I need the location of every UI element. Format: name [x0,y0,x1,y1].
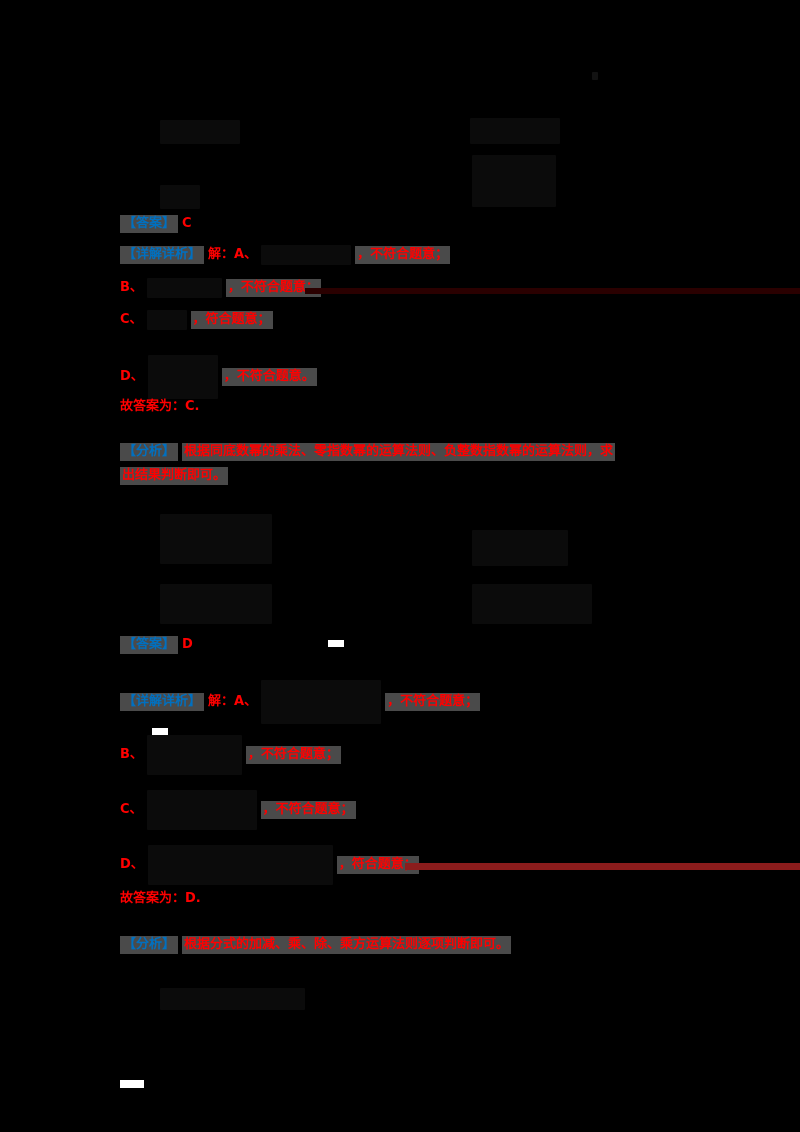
formula [146,310,187,330]
q3-answer-line: 【答案】 C [120,215,192,233]
solution-suffix: ，不符合题意； [260,801,356,819]
q4-solution-d: D、 ，符合题意； [120,845,419,885]
solution-suffix: ，不符合题意； [245,746,341,764]
q4-option-b-math [472,530,568,566]
solution-prefix: D、 [120,857,144,872]
white-mark [328,640,344,647]
q3-solution-b: B、 ，不符合题意； [120,278,321,298]
q3-solution-d: D、 ，不符合题意。 [120,355,317,399]
q3-conclusion: 故答案为：C. [120,399,200,414]
q3-solution-a: 【详解详析】 解：A、 ，不符合题意； [120,245,451,265]
formula [147,355,218,399]
q3-analysis: 【分析】 根据同底数幂的乘法、零指数幂的运算法则、负整数指数幂的运算法则，求 出… [120,443,680,485]
solution-suffix: ，符合题意； [190,311,273,329]
formula [261,245,352,265]
q4-option-d-math [472,584,592,624]
formula [261,680,382,724]
formula [146,790,257,830]
solution-suffix: ，不符合题意。 [221,368,317,386]
solution-prefix: D、 [120,369,144,384]
white-mark [152,728,168,735]
q3-option-c-math [160,185,200,209]
solution-suffix: ，不符合题意； [225,279,321,297]
analysis-label: 【分析】 [120,936,179,954]
answer-value: C [182,216,192,231]
footer-mark [120,1080,144,1088]
divider [405,863,800,870]
solution-prefix: 解：A、 [208,247,258,262]
q4-solution-c: C、 ，不符合题意； [120,790,356,830]
q4-solution-b: B、 ，不符合题意； [120,735,341,775]
q3-solution-c: C、 ，符合题意； [120,310,273,330]
formula [146,278,222,298]
analysis-text: 根据分式的加减、乘、除、乘方运算法则逐项判断即可。 [182,936,512,954]
q4-option-a-math [160,514,272,564]
solution-prefix: C、 [120,802,143,817]
next-question-math [160,988,305,1010]
formula [147,845,333,885]
q3-option-b-math [470,118,560,144]
answer-value: D [182,637,193,652]
solution-suffix: ，符合题意； [336,856,419,874]
solution-label: 【详解详析】 [120,246,205,264]
analysis-text-cont: 出结果判断即可。 [120,467,229,485]
q3-option-a-math [160,120,240,144]
q4-answer-line: 【答案】 D [120,636,193,654]
q3-option-d-math [472,155,556,207]
solution-suffix: ，不符合题意； [385,693,481,711]
solution-prefix: C、 [120,312,143,327]
q4-conclusion: 故答案为：D. [120,891,201,906]
solution-prefix: B、 [120,280,143,295]
solution-label: 【详解详析】 [120,693,205,711]
analysis-text: 根据同底数幂的乘法、零指数幂的运算法则、负整数指数幂的运算法则，求 [182,443,616,461]
answer-label: 【答案】 [120,215,179,233]
page-mark [592,72,598,80]
q4-option-c-math [160,584,272,624]
q4-analysis: 【分析】 根据分式的加减、乘、除、乘方运算法则逐项判断即可。 [120,936,512,954]
solution-prefix: 解：A、 [208,694,258,709]
answer-label: 【答案】 [120,636,179,654]
divider [305,288,800,294]
q4-solution-a: 【详解详析】 解：A、 ，不符合题意； [120,680,481,724]
analysis-label: 【分析】 [120,443,179,461]
formula [146,735,242,775]
solution-suffix: ，不符合题意； [355,246,451,264]
solution-prefix: B、 [120,747,143,762]
